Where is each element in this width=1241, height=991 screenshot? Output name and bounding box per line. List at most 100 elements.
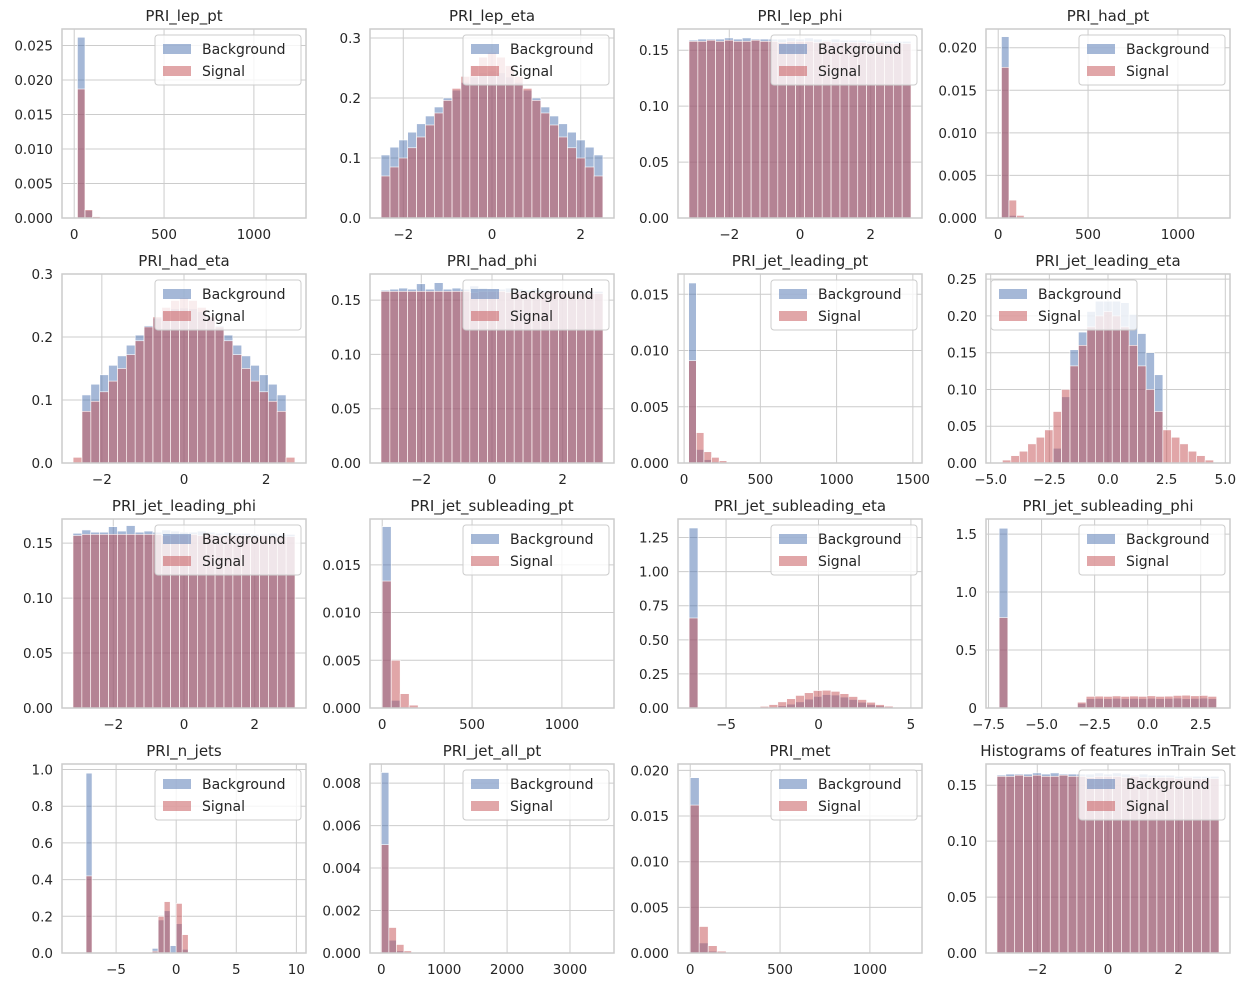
histogram-bar: [540, 112, 550, 219]
histogram-bar: [996, 776, 1007, 954]
histogram-bar: [1069, 365, 1079, 464]
histogram-bar: [795, 695, 805, 709]
legend-swatch-signal: [471, 801, 499, 811]
histogram-panel-5: −2 0 2 0.0 0.1 0.2 0.3 PRI_had_eta Background Sig…: [32, 252, 307, 488]
histogram-bar: [786, 698, 796, 709]
legend-label-signal: Signal: [510, 554, 553, 570]
histogram-bar: [434, 112, 444, 219]
histogram-bar: [175, 903, 183, 954]
histogram-panel-13: −5 0 5 10 0.0 0.2 0.4 0.6 0.8 1.0 PRI_n_jets Backgr…: [32, 742, 307, 978]
histogram-bar: [866, 701, 876, 709]
x-tick-label: 2: [1174, 962, 1183, 978]
legend-label-background: Background: [510, 287, 594, 303]
histogram-bar: [522, 88, 533, 219]
y-tick-label: 0.005: [14, 177, 53, 193]
histogram-bar: [1155, 696, 1165, 709]
histogram-bar: [442, 100, 453, 219]
legend-label-background: Background: [1126, 42, 1210, 58]
x-tick-label: 5.0: [1215, 472, 1236, 488]
histogram-bar: [90, 400, 101, 464]
legend-label-background: Background: [202, 532, 286, 548]
histogram-bar: [697, 41, 708, 219]
axes-frame: [369, 763, 615, 954]
y-tick-label: 0.00: [947, 456, 977, 472]
legend-swatch-signal: [163, 801, 191, 811]
legend-swatch-background: [163, 779, 191, 789]
y-tick-label: 0.15: [639, 43, 669, 59]
axes-frame: [985, 518, 1231, 709]
y-tick-label: 0.00: [639, 701, 669, 717]
legend-box: [462, 34, 610, 86]
histogram-bar: [1196, 455, 1206, 464]
y-tick-label: 0.00: [639, 211, 669, 227]
y-tick-label: 1.0: [32, 763, 53, 779]
y-tick-label: 0.05: [23, 646, 53, 662]
histogram-bar: [1190, 695, 1200, 709]
histogram-bar: [1111, 315, 1121, 464]
x-tick-label: 2: [250, 717, 259, 733]
legend: Background Signal: [462, 34, 610, 86]
legend-swatch-signal: [471, 66, 499, 76]
y-tick-label: 0.0: [32, 456, 53, 472]
x-tick-label: 2.5: [1190, 717, 1211, 733]
histogram-bar: [821, 689, 832, 709]
y-tick-label: 0.00: [947, 946, 977, 962]
histogram-bar: [1078, 345, 1088, 464]
histogram-bar: [223, 340, 234, 464]
histogram-bar: [241, 368, 251, 464]
histogram-bar: [813, 690, 823, 709]
histogram-bar: [1061, 389, 1071, 464]
histogram-bar: [390, 659, 401, 709]
y-tick-label: 0.8: [32, 799, 53, 815]
histogram-bar: [1207, 696, 1217, 709]
histogram-bar: [157, 916, 165, 954]
panel-title: PRI_met: [769, 742, 830, 761]
x-tick-label: 1000: [237, 227, 271, 243]
histogram-bar: [77, 88, 86, 219]
histogram-panel-3: −2 0 2 0.00 0.05 0.10 0.15 PRI_lep_phi Backgroun…: [639, 7, 923, 243]
x-tick-label: 1000: [545, 717, 579, 733]
histogram-bar: [205, 316, 216, 464]
histogram-panel-10: 0 500 1000 0.000 0.005 0.010 0.015 PRI_jet_subl…: [322, 497, 615, 733]
legend-box: [462, 769, 610, 821]
y-tick-label: 0.00: [331, 456, 361, 472]
histogram-bar: [724, 39, 734, 219]
histogram-bar: [99, 391, 109, 464]
histogram-bar: [134, 340, 145, 464]
histogram-bar: [451, 88, 462, 219]
histogram-bar: [469, 65, 479, 219]
legend-box: [770, 34, 918, 86]
legend-label-background: Background: [1038, 287, 1122, 303]
histogram-bar: [711, 457, 720, 464]
panel-title: PRI_jet_subleading_eta: [714, 497, 886, 516]
y-tick-label: 0.000: [322, 946, 361, 962]
histogram-bar: [1111, 695, 1122, 709]
legend-box: [154, 279, 302, 331]
legend-swatch-background: [163, 534, 191, 544]
y-tick-label: 0.1: [32, 393, 53, 409]
histogram-bar: [81, 411, 92, 464]
histogram-bar: [733, 41, 743, 219]
histogram-bar: [830, 691, 841, 709]
x-tick-label: −2.5: [1033, 472, 1066, 488]
x-tick-label: 0: [377, 962, 386, 978]
histogram-bar: [1128, 345, 1138, 464]
legend-swatch-background: [1087, 44, 1115, 54]
histogram-bar: [759, 41, 770, 219]
series-signal: [77, 88, 101, 219]
histogram-bar: [857, 699, 867, 709]
x-tick-label: 0: [180, 472, 189, 488]
x-tick-label: 500: [1075, 227, 1101, 243]
series-signal: [689, 804, 727, 954]
legend-swatch-background: [779, 289, 807, 299]
histogram-panel-15: 0 500 1000 0.000 0.005 0.010 0.015 0.020 PRI_met…: [630, 742, 923, 978]
legend-label-background: Background: [202, 777, 286, 793]
histogram-bar: [433, 291, 444, 464]
histogram-bar: [715, 41, 725, 219]
legend-box: [154, 524, 302, 576]
series-signal: [72, 534, 296, 709]
legend-box: [462, 279, 610, 331]
legend-label-background: Background: [510, 532, 594, 548]
histogram-bar: [1198, 695, 1209, 709]
